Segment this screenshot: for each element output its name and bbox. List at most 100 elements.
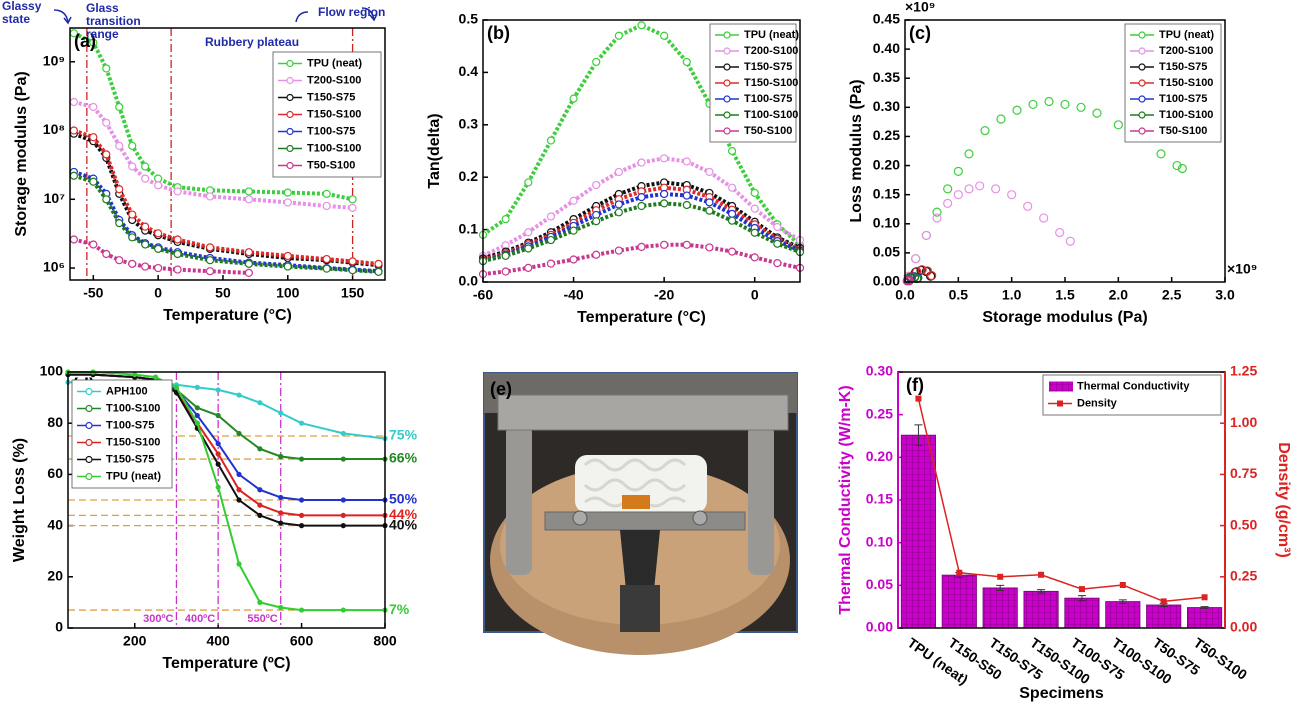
data-point bbox=[660, 31, 669, 40]
data-point bbox=[546, 235, 556, 245]
data-point bbox=[257, 487, 263, 493]
data-point bbox=[524, 228, 533, 237]
y2-axis-title: Density (g/cm³) bbox=[1275, 442, 1292, 558]
scatter-point bbox=[996, 114, 1006, 124]
series-line bbox=[482, 201, 801, 263]
y-axis-title: Storage modulus (Pa) bbox=[13, 71, 30, 236]
data-point bbox=[524, 178, 533, 187]
annotation: Glassy state bbox=[2, 0, 41, 26]
data-point bbox=[637, 21, 646, 30]
scatter-point bbox=[932, 213, 942, 223]
plot-frame bbox=[67, 371, 386, 629]
data-point bbox=[660, 240, 669, 249]
hline-label: 7% bbox=[389, 601, 410, 617]
data-point bbox=[592, 217, 601, 226]
legend-swatch bbox=[1138, 95, 1146, 103]
legend-swatch bbox=[723, 79, 731, 87]
data-point bbox=[154, 181, 163, 190]
data-point bbox=[215, 387, 221, 393]
scatter-point bbox=[1023, 201, 1033, 211]
data-point bbox=[569, 196, 578, 205]
y-tick-label: 60 bbox=[47, 465, 63, 481]
y-multiplier: ×10⁹ bbox=[905, 0, 935, 15]
data-point bbox=[348, 257, 357, 266]
data-point bbox=[244, 268, 253, 277]
y-tick-label: 100 bbox=[40, 363, 64, 379]
legend-label: Thermal Conductivity bbox=[1077, 380, 1190, 392]
bar bbox=[982, 587, 1018, 629]
plot-frame bbox=[69, 27, 386, 281]
x-tick-label: -60 bbox=[473, 287, 493, 303]
data-point bbox=[215, 461, 221, 467]
data-point bbox=[660, 199, 669, 208]
data-point bbox=[298, 456, 305, 462]
data-point bbox=[194, 384, 200, 390]
data-point bbox=[69, 235, 78, 244]
y-tick-label: 0.05 bbox=[873, 244, 900, 260]
bar bbox=[1064, 597, 1100, 629]
plot-frame bbox=[482, 19, 801, 283]
data-point bbox=[705, 243, 714, 252]
data-point bbox=[173, 384, 180, 390]
data-point bbox=[205, 267, 215, 276]
scatter-point bbox=[975, 181, 985, 191]
x-tick-label: 2.5 bbox=[1162, 287, 1182, 303]
data-point bbox=[682, 200, 691, 210]
data-point bbox=[773, 239, 782, 248]
series-line bbox=[73, 131, 379, 268]
data-point bbox=[102, 150, 111, 159]
x-axis-title: Temperature (°C) bbox=[577, 309, 706, 326]
y2-tick-label: 0.25 bbox=[1230, 568, 1257, 584]
data-point bbox=[215, 484, 221, 490]
y2-tick-label: 0.50 bbox=[1230, 516, 1257, 532]
legend-label: T150-S100 bbox=[744, 77, 798, 89]
y-tick-label: 0.25 bbox=[866, 405, 893, 421]
bar bbox=[1186, 607, 1223, 629]
scatter-point bbox=[1044, 96, 1054, 107]
data-point bbox=[660, 189, 669, 199]
y-tick-label: 0.20 bbox=[873, 156, 900, 172]
legend-swatch bbox=[85, 472, 93, 481]
data-point bbox=[141, 240, 150, 249]
scatter-point bbox=[1113, 120, 1123, 130]
y-tick-label: 0.10 bbox=[873, 214, 900, 230]
y-tick-label: 0.4 bbox=[459, 63, 479, 79]
y-tick-label: 0.5 bbox=[459, 11, 479, 27]
legend-label: T100-S100 bbox=[307, 142, 361, 154]
y-tick-label: 0.3 bbox=[459, 116, 479, 132]
legend-swatch bbox=[723, 95, 731, 103]
data-point bbox=[682, 240, 691, 249]
data-point bbox=[278, 453, 284, 460]
y-tick-label: 10⁶ bbox=[43, 259, 65, 275]
data-point bbox=[236, 561, 242, 567]
data-point bbox=[236, 392, 242, 398]
legend-label: T150-S75 bbox=[106, 453, 154, 465]
y-axis-title: Weight Loss (%) bbox=[11, 438, 28, 562]
data-point bbox=[257, 512, 263, 518]
panel-label: (f) bbox=[906, 375, 924, 395]
data-point bbox=[1078, 586, 1085, 593]
scatter-point bbox=[1172, 160, 1182, 171]
data-point bbox=[298, 522, 305, 529]
data-point bbox=[205, 192, 215, 201]
legend-swatch bbox=[85, 438, 93, 447]
data-point bbox=[283, 251, 292, 261]
legend-label: T50-S100 bbox=[744, 125, 792, 137]
y-tick-label: 10⁷ bbox=[44, 190, 66, 206]
data-point bbox=[257, 400, 263, 406]
legend-label: T100-S75 bbox=[744, 93, 792, 105]
data-point bbox=[89, 102, 98, 112]
legend-label: T100-S100 bbox=[106, 402, 160, 414]
x-tick-label: 50 bbox=[215, 285, 231, 301]
legend-label: T150-S100 bbox=[1159, 77, 1213, 89]
x-tick-label: -50 bbox=[83, 285, 103, 301]
data-point bbox=[322, 189, 331, 198]
data-point bbox=[194, 420, 200, 426]
y-tick-label: 0.40 bbox=[873, 40, 900, 56]
x-tick-label: 2.0 bbox=[1109, 287, 1129, 303]
data-point bbox=[283, 198, 292, 207]
data-point bbox=[750, 228, 759, 237]
data-point bbox=[283, 262, 292, 271]
legend-label: T200-S100 bbox=[1159, 45, 1213, 57]
data-point bbox=[705, 167, 714, 177]
